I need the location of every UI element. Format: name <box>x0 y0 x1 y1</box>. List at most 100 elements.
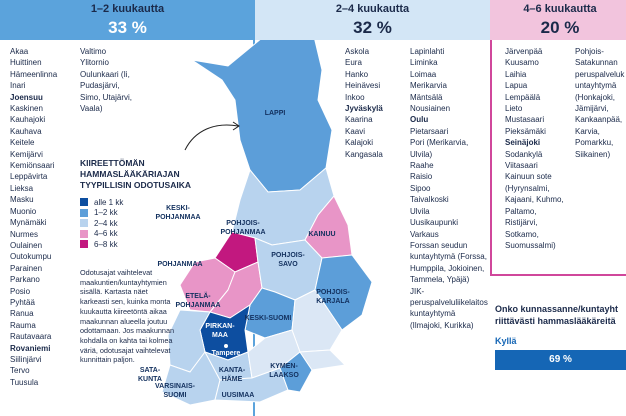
municipality: Leppävirta <box>10 172 48 182</box>
municipality: Forssan seudun kuntayhtymä (Forssa, Hump… <box>410 240 487 285</box>
municipality: Valtimo <box>80 47 107 56</box>
region <box>279 351 313 393</box>
municipality: Nousiainen <box>410 104 451 114</box>
municipality: Parainen <box>10 263 43 273</box>
arrow <box>184 124 239 151</box>
header-share: 33 % <box>108 18 147 37</box>
municipality: Hanko <box>345 69 369 79</box>
municipality: Outokumpu <box>10 252 52 262</box>
legend-label: 6–8 kk <box>94 239 118 249</box>
municipality: Rovaniemi <box>10 343 51 353</box>
region-label: Tampere <box>212 350 241 357</box>
region-label: LAPPI <box>265 110 286 117</box>
answer-value: 69 % <box>549 354 572 365</box>
region-label: POHJOIS- <box>271 252 305 259</box>
municipality: Parkano <box>10 275 40 285</box>
municipality: Pieksämäki <box>505 126 546 136</box>
municipality: Kuusamo <box>505 58 539 68</box>
region-label: KANTA- <box>219 367 246 374</box>
municipality: Lapua <box>505 81 528 91</box>
municipality-list: Lapinlahti Liminka Loimaa Merikarvia Mäntsäl… <box>410 46 488 331</box>
column-header: 4–6 kuukautta 20 % <box>490 0 626 40</box>
municipality: Raahe <box>410 161 434 171</box>
municipality: Ranua <box>10 309 34 319</box>
municipality: Kauhajoki <box>10 115 46 125</box>
municipality-list: Järvenpää Kuusamo Laihia Lapua Lempäälä Lieto… <box>505 46 567 251</box>
municipality: Pyhtää <box>10 297 35 307</box>
municipality: Lempäälä <box>505 92 541 102</box>
municipality: Viitasaari <box>505 161 538 171</box>
municipality: Jyväskylä <box>345 104 383 114</box>
municipality: Posio <box>10 286 31 296</box>
municipality: Mäntsälä <box>410 92 443 102</box>
column-header: 1–2 kuukautta 33 % <box>0 0 255 40</box>
region-label: HÄME <box>222 375 243 383</box>
region-label: POHJOIS- <box>226 220 260 227</box>
legend-swatch <box>80 198 88 207</box>
municipality: Lieksa <box>10 183 34 193</box>
header-share: 32 % <box>353 18 392 37</box>
municipality: Uusikaupunki <box>410 218 459 228</box>
municipality: Keitele <box>10 138 35 148</box>
survey: Onko kunnassanne/kuntayht riittävästi ham… <box>495 303 626 370</box>
municipality: Muonio <box>10 206 37 216</box>
municipality: Lieto <box>505 104 523 114</box>
municipality: Inari <box>10 81 26 91</box>
municipality: Liminka <box>410 58 438 68</box>
region-label: VARSINAIS- <box>155 383 196 390</box>
municipality: Oulunkaari (Ii, Pudasjärvi, Simo, Utajär… <box>80 69 133 114</box>
municipality: Merikarvia <box>410 81 447 91</box>
region-label: SUOMI <box>164 392 187 399</box>
region-label: POHJANMAA <box>155 214 200 221</box>
legend-item: 6–8 kk <box>80 239 200 250</box>
arrow-head <box>232 121 240 131</box>
legend-swatch <box>80 208 88 217</box>
municipality: Inkoo <box>345 92 365 102</box>
answer-label: Kyllä <box>495 336 517 346</box>
municipality: Mynämäki <box>10 218 47 228</box>
legend-item: 4–6 kk <box>80 229 200 240</box>
municipality: Huittinen <box>10 58 42 68</box>
municipality: Masku <box>10 195 34 205</box>
legend-label: 1–2 kk <box>94 208 118 218</box>
region-label: POHJOIS- <box>316 289 350 296</box>
municipality: Tervo <box>10 366 30 376</box>
region-label: ETELÄ- <box>185 292 211 300</box>
legend-label: 4–6 kk <box>94 229 118 239</box>
region-label: POHJANMAA <box>175 302 220 309</box>
legend-swatch <box>80 229 88 238</box>
survey-question: riittävästi hammaslääkäreitä <box>495 316 616 326</box>
municipality: Ylitornio <box>80 58 109 68</box>
municipality: Raisio <box>410 172 433 182</box>
municipality: Eura <box>345 58 362 68</box>
header-title: 2–4 kuukautta <box>335 3 410 15</box>
city-dot <box>224 344 228 348</box>
region-label: KESKI-SUOMI <box>245 315 292 322</box>
municipality: Mustasaari <box>505 115 545 125</box>
municipality: Loimaa <box>410 69 437 79</box>
legend-item: 1–2 kk <box>80 208 200 219</box>
municipality: Rauma <box>10 320 36 330</box>
municipality: Lapinlahti <box>410 47 445 56</box>
municipality: Heinävesi <box>345 81 381 91</box>
municipality: Kaarina <box>345 115 373 125</box>
survey-question: Onko kunnassanne/kuntayht <box>495 304 619 314</box>
municipality: Sodankylä <box>505 149 543 159</box>
region-label: KYMEN- <box>270 363 298 370</box>
legend-swatch <box>80 219 88 228</box>
municipality: Oulainen <box>10 240 43 250</box>
region-label: MAA <box>212 332 228 339</box>
region-label: SATA- <box>140 367 161 374</box>
municipality: Joensuu <box>10 92 43 102</box>
municipality: Pohjois-Satakunnan peruspalvelukuntayhty… <box>575 47 625 159</box>
answer-bar: 69 % <box>495 350 626 370</box>
header-title: 1–2 kuukautta <box>90 3 165 15</box>
region-label: KAINUU <box>308 231 335 238</box>
municipality: Oulu <box>410 115 429 125</box>
answer-track: 69 % <box>495 350 626 370</box>
municipality-list: Akaa Huittinen Hämeenlinna Inari Joensuu Kask… <box>10 46 70 388</box>
municipality: Taivalkoski <box>410 195 449 205</box>
region-label: SAVO <box>278 261 298 268</box>
region-label: KARJALA <box>316 298 349 305</box>
